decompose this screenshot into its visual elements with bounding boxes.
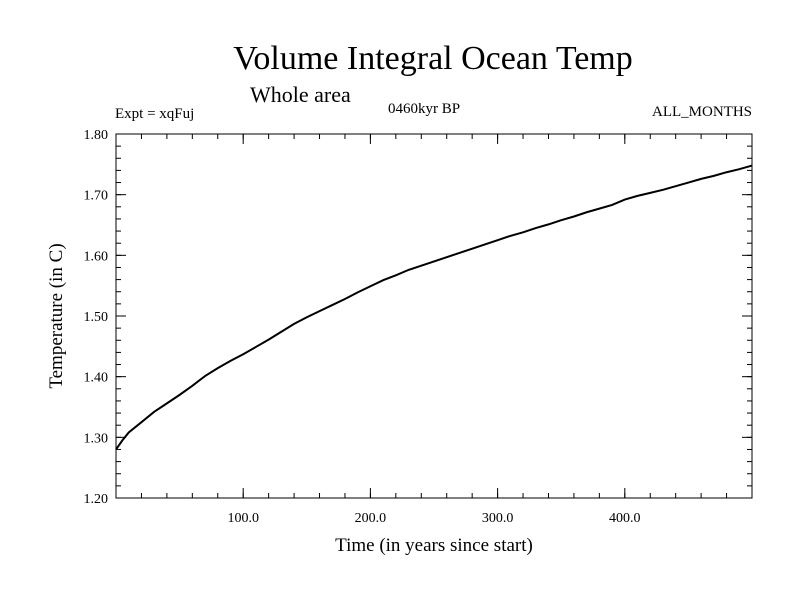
x-tick-label: 100.0	[227, 511, 259, 526]
y-axis: 1.20 1.30 1.40 1.50 1.60 1.70 1.80	[84, 128, 752, 507]
series-line	[115, 164, 753, 451]
months-label: ALL_MONTHS	[652, 104, 752, 120]
y-tick-label: 1.40	[84, 371, 109, 386]
plot-frame	[115, 133, 753, 499]
y-tick-label: 1.80	[84, 128, 109, 143]
x-tick-label: 400.0	[609, 511, 641, 526]
y-tick-label: 1.20	[84, 492, 109, 507]
y-tick-label: 1.70	[84, 189, 109, 204]
x-axis-title: Time (in years since start)	[335, 535, 533, 556]
x-tick-label: 300.0	[482, 511, 514, 526]
chart-subtitle: Whole area	[250, 82, 351, 107]
experiment-label: Expt = xqFuj	[115, 106, 195, 122]
y-axis-title: Temperature (in C)	[46, 243, 67, 388]
chart-title: Volume Integral Ocean Temp	[233, 40, 633, 77]
x-axis: 100.0 200.0 300.0 400.0	[140, 134, 728, 526]
y-tick-label: 1.30	[84, 431, 109, 446]
x-tick-label: 200.0	[355, 511, 387, 526]
period-label: 0460kyr BP	[388, 101, 461, 117]
y-tick-label: 1.60	[84, 249, 109, 264]
y-tick-label: 1.50	[84, 310, 109, 325]
